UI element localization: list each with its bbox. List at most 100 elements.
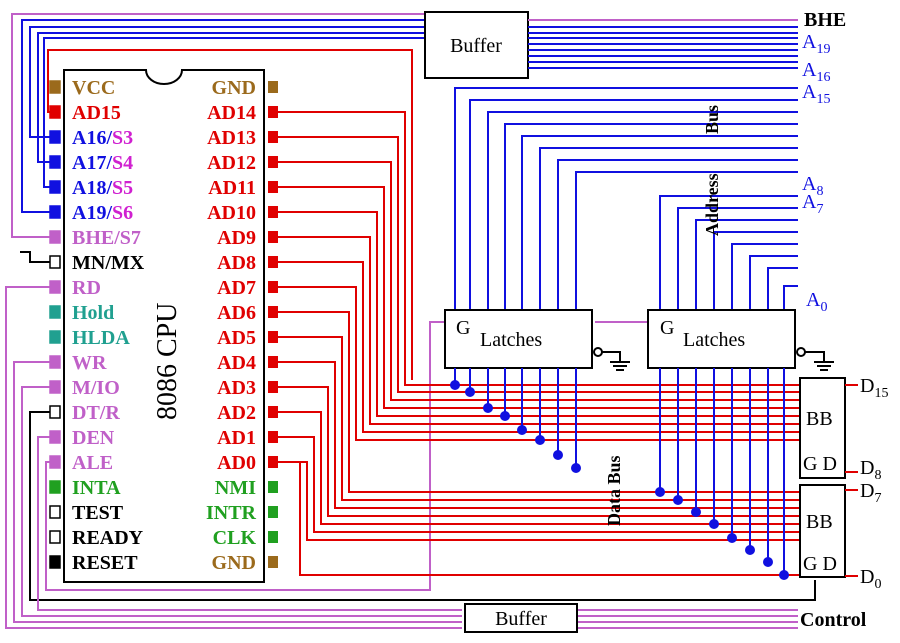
pin-square	[268, 381, 278, 393]
data-signal-labels: D15 D8 D7 D0 Control	[800, 375, 888, 631]
cpu-pin-label: GND	[212, 552, 256, 574]
cpu-pin-label: Hold	[72, 302, 114, 324]
pin-square	[49, 555, 61, 569]
cpu-pin-label: M/IO	[72, 377, 120, 399]
bottom-buffer-box	[464, 603, 578, 633]
cpu-pin-label: BHE/S7	[72, 227, 141, 249]
cpu-pin-label: AD3	[217, 377, 256, 399]
cpu-pin-label: A19/S6	[72, 202, 133, 224]
pin-square	[268, 81, 278, 93]
pin-square	[268, 156, 278, 168]
pin-square	[49, 430, 61, 444]
pin-square	[49, 480, 61, 494]
cpu-pin-label: VCC	[72, 77, 115, 99]
cpu-pin-label: WR	[72, 352, 107, 374]
address-lines-latch2	[659, 195, 798, 310]
cpu-chip: 8086 CPU VCC AD15 A16/S3 A17/S4 A18/S5 A19/S6…	[49, 69, 278, 583]
bb-upper-label: BB	[806, 408, 833, 430]
pin-square	[49, 305, 61, 319]
pin-square	[49, 455, 61, 469]
address-bus-label-part2: Address	[702, 173, 722, 236]
cpu-pin-label: TEST	[72, 502, 124, 524]
latch-2-g: G	[660, 317, 674, 339]
signal-a15: A15	[802, 81, 830, 107]
cpu-pin-label: AD10	[207, 202, 256, 224]
address-bus-label-part1: Bus	[702, 105, 722, 134]
cpu-pin-label: INTA	[72, 477, 121, 499]
cpu-pin-label: INTR	[206, 502, 257, 524]
latch-1-label: Latches	[480, 329, 542, 351]
latch-1-g: G	[456, 317, 470, 339]
bb-lower: BB G D	[799, 484, 846, 578]
cpu-pin-label: MN/MX	[72, 252, 145, 274]
pin-square	[49, 330, 61, 344]
pin-square	[268, 406, 278, 418]
cpu-pin-label: NMI	[215, 477, 256, 499]
cpu-pin-label: AD12	[207, 152, 256, 174]
cpu-pin-label: HLDA	[72, 327, 130, 349]
pin-square	[268, 106, 278, 118]
bottom-buffer: Buffer	[464, 603, 578, 633]
pin-square	[268, 306, 278, 318]
pin-square	[268, 431, 278, 443]
pin-square	[49, 255, 61, 269]
cpu-pin-label: AD9	[217, 227, 256, 249]
pin-square	[268, 506, 278, 518]
pin-square	[268, 256, 278, 268]
signal-labels: BHE A19 A16 A15 A8 A7 A0	[802, 9, 846, 315]
signal-d8: D8	[860, 457, 881, 483]
top-buffer: Buffer	[424, 11, 529, 79]
cpu-pin-label: A16/S3	[72, 127, 133, 149]
bb-lower-label: BB	[806, 511, 833, 533]
pin-square	[49, 205, 61, 219]
pin-square	[49, 105, 61, 119]
signal-d0: D0	[860, 566, 881, 592]
pin-square	[268, 481, 278, 493]
cpu-left-pins: VCC AD15 A16/S3 A17/S4 A18/S5 A19/S6 BHE/S7 MN/…	[49, 77, 145, 574]
cpu-pin-label: READY	[72, 527, 144, 549]
cpu-pin-label: RESET	[72, 552, 138, 574]
pin-square	[268, 231, 278, 243]
address-lines-latch1	[454, 87, 798, 310]
latch-2-box	[647, 309, 796, 369]
cpu-pin-label: AD7	[217, 277, 256, 299]
pin-square	[49, 530, 61, 544]
pin-square	[268, 281, 278, 293]
latch-2-label: Latches	[683, 329, 745, 351]
pin-square	[49, 230, 61, 244]
cpu-body	[63, 69, 265, 583]
cpu-pin-label: AD2	[217, 402, 256, 424]
address-outputs-top	[528, 19, 798, 69]
pin-square	[49, 355, 61, 369]
cpu-pin-label: AD11	[208, 177, 256, 199]
cpu-pin-label: ALE	[72, 452, 113, 474]
cpu-pin-label: AD15	[72, 102, 121, 124]
pin-square	[49, 405, 61, 419]
left-side-wiring	[5, 13, 816, 629]
cpu-name: 8086 CPU	[152, 303, 183, 420]
latch-2: G Latches	[647, 309, 834, 371]
cpu-pin-label: CLK	[213, 527, 257, 549]
pin-square	[49, 505, 61, 519]
cpu-pin-label: DEN	[72, 427, 115, 449]
bb-lower-gd: G D	[803, 553, 837, 575]
pin-square	[49, 80, 61, 94]
cpu-pin-label: RD	[72, 277, 101, 299]
signal-a19: A19	[802, 31, 830, 57]
cpu-pin-label: AD8	[217, 252, 256, 274]
top-buffer-label: Buffer	[450, 35, 502, 57]
cpu-pin-label: A17/S4	[72, 152, 133, 174]
cpu-pin-label: AD0	[217, 452, 256, 474]
pin-square	[268, 331, 278, 343]
data-bus-junctions	[450, 380, 789, 580]
pin-square	[268, 556, 278, 568]
pin-square	[49, 155, 61, 169]
data-bus-lines	[278, 111, 800, 576]
cpu-pin-label: AD14	[207, 102, 256, 124]
cpu-pin-label: AD1	[217, 427, 256, 449]
pin-square	[268, 206, 278, 218]
cpu-pin-label: AD6	[217, 302, 256, 324]
pin-square	[268, 356, 278, 368]
pin-square	[268, 456, 278, 468]
pin-square	[49, 380, 61, 394]
